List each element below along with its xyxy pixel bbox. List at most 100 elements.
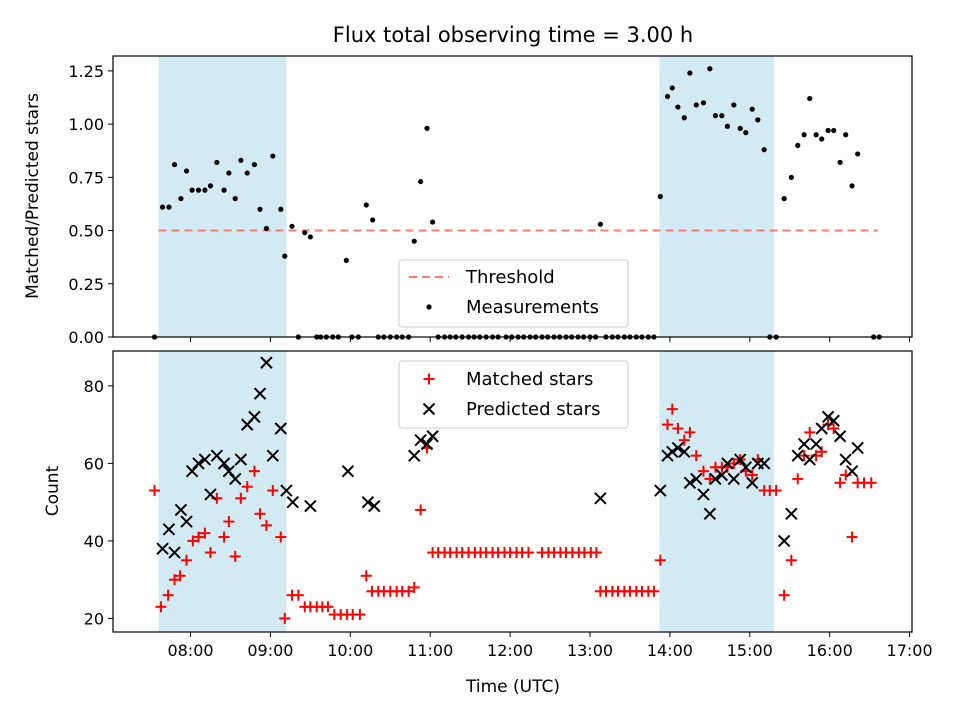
x-tick-label: 12:00 (487, 641, 533, 660)
measurement-point (202, 188, 207, 193)
x-tick-label: 15:00 (727, 641, 773, 660)
measurement-point (221, 188, 226, 193)
measurement-point (670, 85, 675, 90)
top-legend: Threshold Measurements (399, 260, 628, 327)
top-y-tick-label: 1.25 (68, 62, 104, 81)
measurement-point (308, 234, 313, 239)
chart-title: Flux total observing time = 3.00 h (333, 23, 693, 47)
measurement-point (302, 230, 307, 235)
flux-chart: Flux total observing time = 3.00 h 0.00 0… (0, 0, 960, 720)
measurement-point (233, 196, 238, 201)
measurement-point (289, 224, 294, 229)
top-y-tick-label: 0.00 (68, 328, 104, 347)
measurement-point (430, 219, 435, 224)
measurement-point (707, 66, 712, 71)
bottom-y-tick-label: 80 (84, 377, 104, 396)
measurement-point (802, 132, 807, 137)
measurement-point (172, 162, 177, 167)
bottom-y-axis-label: Count (43, 465, 63, 516)
x-tick-label: 09:00 (247, 641, 293, 660)
measurement-point (849, 183, 854, 188)
legend-measurements-label: Measurements (466, 297, 599, 318)
x-axis-label: Time (UTC) (465, 677, 560, 697)
top-shaded-interval-2 (660, 56, 774, 337)
measurement-point (370, 217, 375, 222)
top-y-tick-label: 0.50 (68, 222, 104, 241)
top-y-tick-label: 0.75 (68, 168, 104, 187)
measurement-point (245, 170, 250, 175)
figure-background (0, 0, 960, 720)
measurement-point (364, 202, 369, 207)
measurement-point (719, 113, 724, 118)
measurement-point (782, 196, 787, 201)
measurement-point (750, 107, 755, 112)
measurement-point (694, 102, 699, 107)
measurement-point (826, 128, 831, 133)
measurement-point (725, 124, 730, 129)
top-y-axis-label: Matched/Predicted stars (23, 93, 43, 299)
x-tick-label: 11:00 (407, 641, 453, 660)
legend-threshold-label: Threshold (465, 267, 555, 288)
measurement-point (264, 226, 269, 231)
measurement-point (731, 102, 736, 107)
measurement-point (257, 207, 262, 212)
measurement-point (160, 205, 165, 210)
bottom-legend: Matched stars Predicted stars (399, 361, 628, 428)
x-tick-label: 10:00 (327, 641, 373, 660)
measurement-point (755, 117, 760, 122)
measurement-point (238, 158, 243, 163)
measurement-point (687, 70, 692, 75)
measurement-point (278, 207, 283, 212)
measurement-point (282, 254, 287, 259)
top-y-tick-label: 1.00 (68, 115, 104, 134)
measurement-point (738, 126, 743, 131)
measurement-point (226, 170, 231, 175)
measurement-point (843, 132, 848, 137)
top-y-tick-label: 0.25 (68, 275, 104, 294)
measurement-point (682, 115, 687, 120)
measurement-point (214, 160, 219, 165)
measurement-point (855, 151, 860, 156)
measurement-point (789, 175, 794, 180)
measurement-point (814, 132, 819, 137)
legend-measurements-swatch (426, 304, 431, 309)
bottom-y-tick-label: 20 (84, 609, 104, 628)
measurement-point (424, 126, 429, 131)
x-tick-label: 08:00 (167, 641, 213, 660)
measurement-point (665, 94, 670, 99)
measurement-point (344, 258, 349, 263)
measurement-point (270, 153, 275, 158)
measurement-point (252, 162, 257, 167)
x-tick-label: 14:00 (647, 641, 693, 660)
measurement-point (658, 194, 663, 199)
measurement-point (762, 147, 767, 152)
measurement-point (166, 205, 171, 210)
measurement-point (831, 128, 836, 133)
measurement-point (807, 96, 812, 101)
legend-predicted-label: Predicted stars (466, 399, 600, 420)
x-tick-label: 13:00 (567, 641, 613, 660)
legend-matched-label: Matched stars (466, 369, 593, 390)
bottom-shaded-interval-1 (159, 351, 287, 632)
measurement-point (196, 188, 201, 193)
measurement-point (819, 136, 824, 141)
bottom-y-tick-label: 60 (84, 454, 104, 473)
measurement-point (178, 196, 183, 201)
bottom-shaded-interval-2 (660, 351, 774, 632)
measurement-point (412, 239, 417, 244)
measurement-point (598, 222, 603, 227)
x-tick-label: 17:00 (887, 641, 933, 660)
measurement-point (208, 183, 213, 188)
top-shaded-interval-1 (159, 56, 287, 337)
measurement-point (701, 100, 706, 105)
measurement-point (837, 160, 842, 165)
measurement-point (418, 179, 423, 184)
measurement-point (184, 168, 189, 173)
measurement-point (743, 130, 748, 135)
measurement-point (713, 113, 718, 118)
measurement-point (190, 188, 195, 193)
measurement-point (675, 104, 680, 109)
measurement-point (795, 143, 800, 148)
x-tick-label: 16:00 (807, 641, 853, 660)
bottom-y-tick-label: 40 (84, 532, 104, 551)
